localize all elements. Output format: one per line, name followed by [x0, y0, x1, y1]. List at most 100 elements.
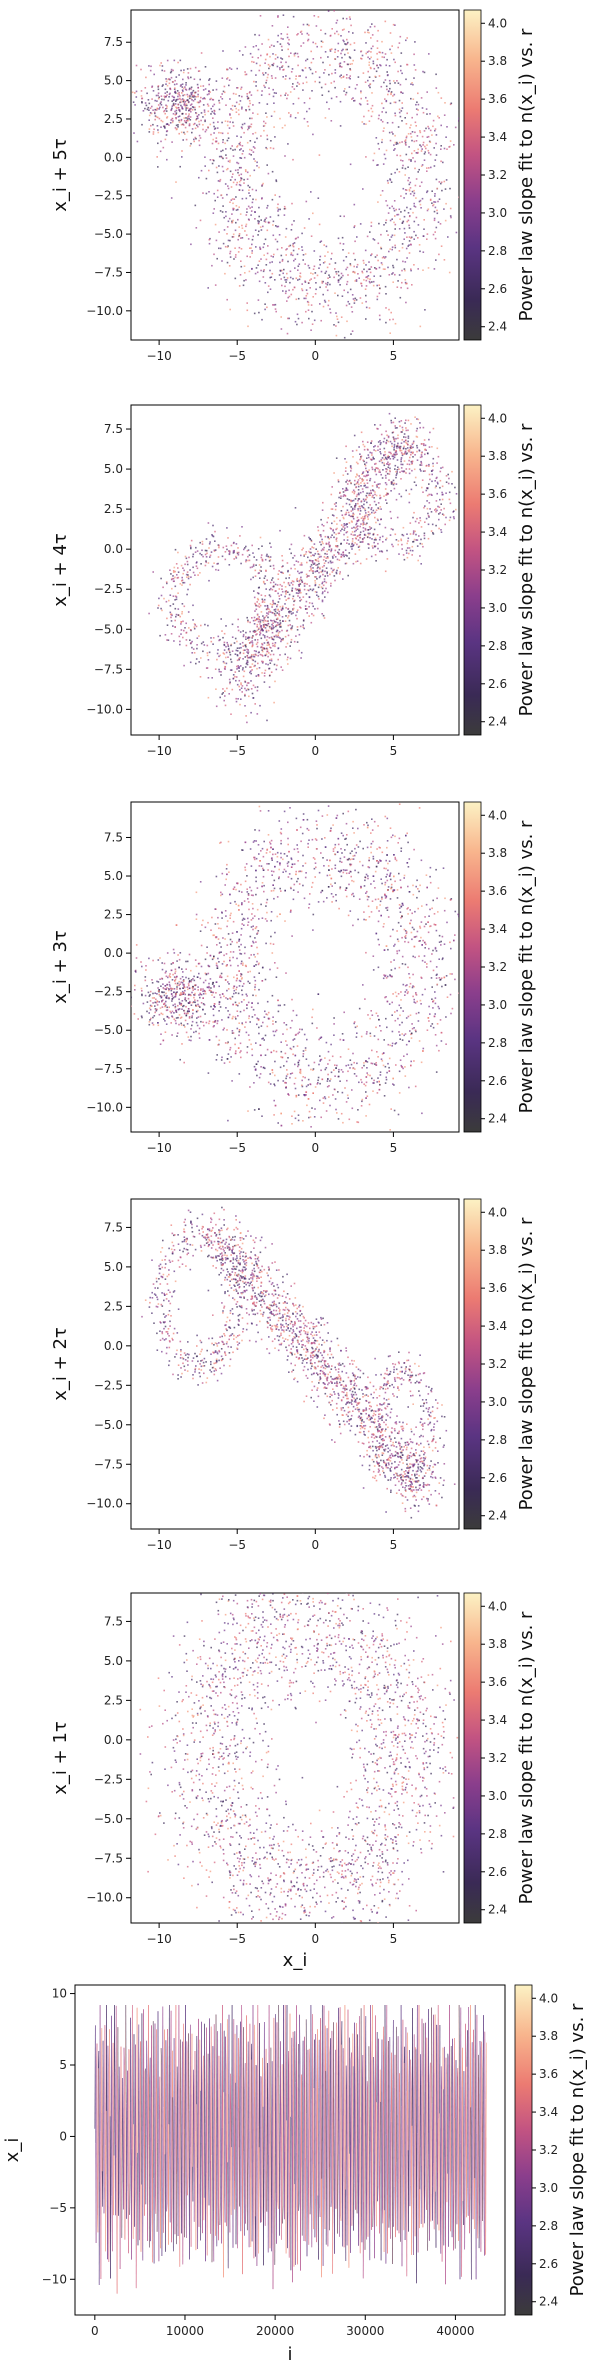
scatter-point	[182, 567, 184, 569]
scatter-point	[393, 440, 396, 443]
scatter-point	[369, 479, 371, 482]
scatter-point	[174, 972, 176, 975]
scatter-point	[365, 558, 368, 560]
scatter-point	[357, 546, 360, 548]
scatter-point	[386, 434, 388, 437]
scatter-point	[152, 1002, 154, 1004]
scatter-point	[177, 551, 179, 554]
scatter-point	[394, 82, 396, 84]
scatter-point	[150, 112, 153, 115]
scatter-point	[224, 245, 227, 248]
colorbar-tick-label: 3.8	[488, 54, 507, 68]
scatter-point	[396, 142, 399, 145]
scatter-point	[401, 439, 404, 441]
scatter-point	[283, 276, 286, 279]
scatter-point	[331, 514, 334, 516]
scatter-point	[291, 580, 294, 582]
scatter-point	[284, 586, 287, 588]
scatter-point	[379, 51, 381, 54]
scatter-point	[305, 310, 307, 313]
scatter-point	[360, 91, 362, 94]
scatter-point	[287, 26, 289, 28]
scatter-point	[287, 65, 290, 68]
scatter-point	[353, 42, 356, 44]
scatter-point	[389, 239, 391, 241]
scatter-point	[326, 283, 329, 286]
scatter-point	[248, 219, 250, 221]
scatter-point	[281, 49, 283, 51]
scatter-point	[335, 545, 337, 547]
scatter-point	[165, 130, 168, 133]
scatter-point	[166, 639, 168, 641]
scatter-point	[259, 623, 261, 625]
scatter-point	[274, 680, 276, 683]
scatter-point	[315, 559, 318, 562]
scatter-point	[159, 64, 161, 67]
scatter-point	[308, 317, 310, 320]
scatter-point	[228, 693, 230, 695]
scatter-point	[292, 580, 295, 583]
scatter-point	[214, 530, 216, 533]
scatter-point	[369, 83, 372, 85]
scatter-point	[258, 166, 260, 169]
scatter-point	[337, 480, 340, 483]
scatter-point	[297, 570, 299, 573]
scatter-point	[425, 147, 427, 150]
scatter-point	[401, 548, 403, 550]
scatter-point	[157, 85, 160, 87]
scatter-point	[129, 85, 131, 87]
scatter-point	[361, 480, 364, 482]
scatter-point	[352, 507, 354, 510]
scatter-point	[169, 122, 172, 124]
scatter-point	[343, 215, 345, 218]
scatter-point	[255, 1, 257, 3]
scatter-point	[386, 71, 388, 73]
scatter-point	[380, 452, 382, 455]
scatter-point	[261, 184, 264, 186]
scatter-point	[443, 147, 446, 150]
scatter-point	[437, 115, 439, 118]
scatter-point	[187, 95, 189, 98]
scatter-point	[374, 545, 376, 548]
scatter-point	[330, 893, 333, 895]
scatter-point	[419, 199, 422, 202]
scatter-point	[280, 37, 283, 40]
scatter-point	[229, 653, 232, 656]
scatter-point	[204, 119, 206, 121]
scatter-point	[159, 150, 162, 153]
scatter-point	[398, 420, 401, 423]
scatter-point	[245, 234, 248, 236]
scatter-point	[413, 205, 416, 207]
scatter-point	[266, 204, 269, 207]
scatter-point	[305, 608, 307, 610]
scatter-point	[362, 518, 365, 520]
scatter-point	[181, 580, 183, 582]
scatter-point	[326, 553, 328, 555]
scatter-point	[277, 632, 280, 634]
scatter-point	[445, 516, 447, 519]
scatter-point	[366, 270, 368, 273]
scatter-point	[198, 139, 200, 142]
scatter-point	[257, 220, 259, 222]
scatter-point	[179, 1058, 181, 1061]
scatter-point	[290, 252, 293, 254]
scatter-point	[362, 471, 365, 473]
scatter-point	[199, 99, 201, 102]
scatter-point	[351, 543, 353, 545]
scatter-point	[415, 178, 418, 180]
scatter-point	[276, 664, 278, 667]
scatter-point	[328, 544, 331, 546]
scatter-point	[373, 512, 375, 514]
scatter-point	[178, 74, 180, 76]
colorbar-tick-label: 3.4	[488, 130, 507, 144]
scatter-point	[210, 107, 212, 110]
scatter-point	[255, 564, 257, 566]
scatter-point	[305, 1085, 308, 1088]
scatter-point	[192, 604, 194, 607]
scatter-point	[245, 279, 247, 281]
scatter-point	[330, 493, 333, 496]
scatter-point	[285, 615, 287, 617]
scatter-point	[427, 537, 430, 540]
scatter-point	[419, 464, 421, 466]
scatter-point	[261, 660, 263, 663]
